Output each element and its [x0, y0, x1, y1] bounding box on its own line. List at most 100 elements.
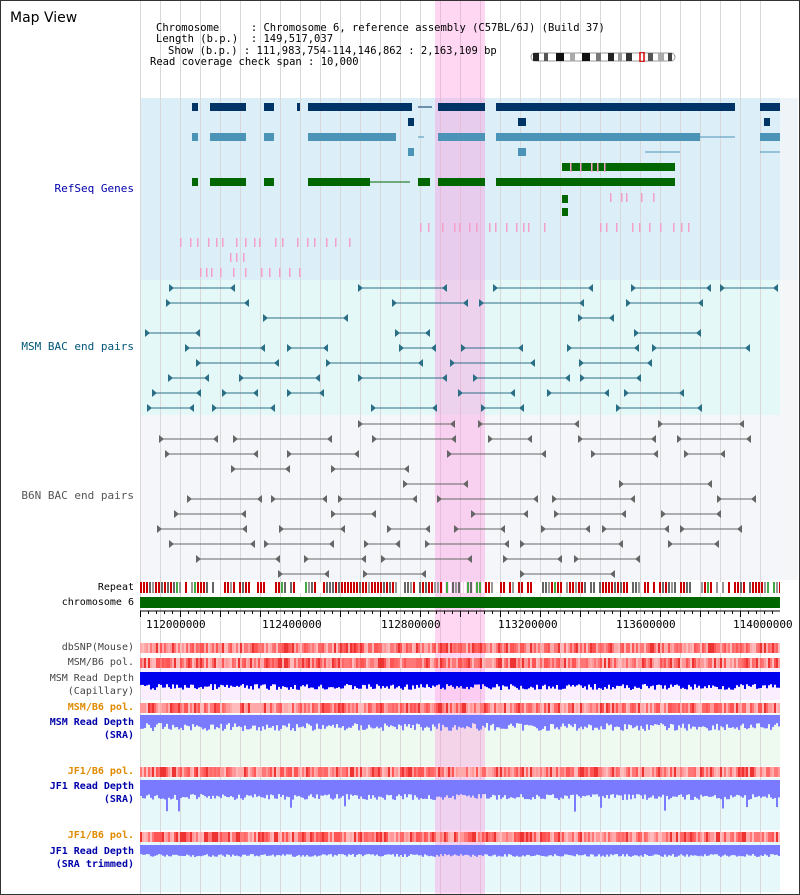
dbsnp-label[interactable]: dbSNP(Mouse): [61, 642, 134, 653]
msm-b6-pol-2-heat: [228, 703, 230, 713]
repeat-mark: [368, 582, 370, 593]
jf1-b6-pol-2-heat: [230, 832, 232, 842]
msm-cap-depth-bar: [204, 672, 206, 687]
msm-b6-pol-heat: [720, 658, 722, 668]
msm-b6-pol-heat: [522, 658, 524, 668]
refseq-track-label[interactable]: RefSeq Genes: [54, 182, 134, 195]
refseq-small-mark: [632, 223, 634, 232]
jf1-trim-depth-bar: [520, 845, 522, 857]
jf1-sra-depth-bar: [278, 780, 280, 795]
jf1-trim-depth-bar: [176, 845, 178, 855]
msm-b6-pol-heat: [400, 658, 402, 668]
b6n-bac-track-label[interactable]: B6N BAC end pairs: [21, 489, 134, 502]
msm-sra-depth-bar: [254, 715, 256, 726]
msm-cap-depth-bar: [310, 672, 312, 688]
jf1-b6-pol-2-heat: [400, 832, 402, 842]
jf1-sra-depth-bar: [772, 780, 774, 799]
msm-b6-pol-2-heat: [392, 703, 394, 713]
msm-cap-depth-bar: [198, 672, 200, 688]
msm-b6-pol-2-heat: [770, 703, 772, 713]
msm-cap-depth-bar: [306, 672, 308, 685]
msm-sra-depth-bar: [494, 715, 496, 731]
msm-b6-pol-2-label[interactable]: MSM/B6 pol.: [67, 702, 134, 713]
msm-b6-pol-heat: [566, 658, 568, 668]
jf1-b6-pol-heat: [734, 767, 736, 777]
genome-tracks[interactable]: [140, 98, 780, 868]
dbsnp-heat: [264, 643, 266, 653]
jf1-b6-pol-heat: [404, 767, 406, 777]
jf1-trim-depth-bar: [150, 845, 152, 857]
jf1-trim-depth-bar: [282, 845, 284, 855]
msm-b6-pol-2-heat: [212, 703, 214, 713]
msm-b6-pol-heat: [490, 658, 492, 668]
refseq-small-mark: [641, 193, 643, 202]
msm-b6-pol-2-heat: [348, 703, 350, 713]
msm-bac-pair-end: [239, 374, 244, 382]
jf1-depth-sra-line2: (SRA): [103, 794, 134, 805]
refseq-gene-green-3-exon: [562, 195, 568, 203]
msm-bac-pair-end: [588, 284, 593, 292]
repeat-mark: [224, 582, 226, 593]
repeat-mark: [440, 582, 442, 593]
repeat-mark: [425, 582, 427, 593]
msm-bac-track-label[interactable]: MSM BAC end pairs: [21, 340, 134, 353]
selected-region-highlight[interactable]: [435, 0, 485, 895]
b6n-bac-pair-end: [618, 540, 623, 548]
jf1-b6-pol-2-heat: [198, 832, 200, 842]
msm-cap-depth-bar: [184, 672, 186, 686]
b6n-bac-pair-end: [585, 525, 590, 533]
msm-b6-pol-2-heat: [432, 703, 434, 713]
msm-b6-pol-heat: [378, 658, 380, 668]
msm-cap-depth-bar: [414, 672, 416, 689]
jf1-b6-pol-2-heat: [156, 832, 158, 842]
msm-b6-pol-heat: [584, 658, 586, 668]
jf1-b6-pol-heat: [466, 767, 468, 777]
jf1-b6-pol-heat: [310, 767, 312, 777]
jf1-b6-pol-2-heat: [298, 832, 300, 842]
jf1-sra-depth-bar: [744, 780, 746, 796]
jf1-trim-depth-bar: [538, 845, 540, 856]
right-scroll-area: [780, 98, 798, 280]
dbsnp-heat: [470, 643, 472, 653]
msm-b6-pol-2-heat: [318, 703, 320, 713]
jf1-depth-sra-label[interactable]: JF1 Read Depth (SRA): [10, 780, 134, 806]
msm-b6-pol-2-heat: [616, 703, 618, 713]
msm-bac-pair-end: [189, 404, 194, 412]
msm-b6-pol-heat: [240, 658, 242, 668]
msm-b6-pol-heat: [746, 658, 748, 668]
msm-b6-pol-2-heat: [696, 703, 698, 713]
msm-cap-depth-bar: [350, 672, 352, 686]
jf1-b6-pol-heat: [496, 767, 498, 777]
chromosome-ideogram[interactable]: [530, 52, 678, 62]
jf1-trim-depth-bar: [720, 845, 722, 857]
jf1-b6-pol-2-heat: [536, 832, 538, 842]
dbsnp-heat: [472, 643, 474, 653]
msm-depth-cap-label[interactable]: MSM Read Depth (Capillary): [10, 672, 134, 698]
msm-b6-pol-heat: [412, 658, 414, 668]
jf1-sra-depth-bar: [266, 780, 268, 795]
msm-cap-depth-bar: [440, 672, 442, 689]
jf1-b6-pol-heat: [722, 767, 724, 777]
msm-b6-pol-heat: [626, 658, 628, 668]
jf1-trim-depth-bar: [688, 845, 690, 857]
msm-sra-depth-bar: [510, 715, 512, 724]
dbsnp-heat: [366, 643, 368, 653]
jf1-trim-depth-bar: [552, 845, 554, 857]
dbsnp-heat: [224, 643, 226, 653]
jf1-sra-depth-bar: [400, 780, 402, 796]
msm-b6-pol-2-heat: [460, 703, 462, 713]
jf1-depth-trim-label[interactable]: JF1 Read Depth (SRA trimmed): [10, 845, 134, 871]
msm-bac-pair-end: [493, 284, 498, 292]
msm-b6-pol-2-heat: [168, 703, 170, 713]
dbsnp-heat: [702, 643, 704, 653]
jf1-b6-pol-heat: [454, 767, 456, 777]
msm-b6-pol-label[interactable]: MSM/B6 pol.: [67, 657, 134, 668]
jf1-b6-pol-label[interactable]: JF1/B6 pol.: [67, 766, 134, 777]
jf1-b6-pol-2-label[interactable]: JF1/B6 pol.: [67, 830, 134, 841]
jf1-trim-depth-bar: [764, 845, 766, 855]
msm-b6-pol-heat: [256, 658, 258, 668]
msm-depth-sra-label[interactable]: MSM Read Depth (SRA): [10, 716, 134, 742]
msm-cap-depth-bar: [730, 672, 732, 690]
dbsnp-heat: [484, 643, 486, 653]
jf1-b6-pol-heat: [230, 767, 232, 777]
